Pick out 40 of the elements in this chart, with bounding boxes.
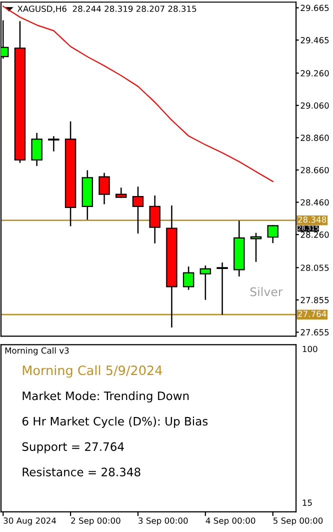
text: 15	[302, 500, 312, 506]
y-tick-label: 28.860	[300, 134, 329, 141]
text: 100	[302, 346, 318, 352]
y-tick-label: 29.465	[300, 37, 329, 44]
annotation: Silver	[250, 287, 283, 296]
candlestick	[250, 232, 262, 262]
y-tick-label: 29.665	[300, 4, 329, 12]
y-tick-label: 28.460	[300, 199, 329, 206]
text: 6 Hr Market Cycle (D%): Up Bias	[22, 416, 208, 428]
category-label: 3 Sep 00:00	[138, 517, 188, 526]
candlestick	[216, 262, 228, 316]
candlestick	[200, 264, 212, 301]
candlestick	[98, 172, 110, 205]
chart-title: XAGUSD,H6 28.244 28.319 28.207 28.315	[17, 6, 196, 13]
category-label: 5 Sep 00:00	[274, 517, 323, 526]
y-tick-label: 27.655	[300, 329, 329, 336]
category-label: 4 Sep 00:00	[206, 517, 256, 526]
candlestick	[48, 135, 60, 152]
y-tick-label: 28.260	[300, 232, 329, 238]
y-tick-label: 29.260	[300, 70, 329, 76]
text: Support = 27.764	[22, 442, 124, 454]
text: Morning Call v3	[5, 347, 69, 356]
candlestick	[31, 132, 42, 167]
y-tick-label: 29.060	[300, 102, 329, 109]
y-tick-label: 28.055	[300, 264, 329, 271]
text: Morning Call 5/9/2024	[22, 365, 162, 378]
y-tick-label: 27.855	[300, 296, 329, 304]
candlestick	[267, 224, 278, 244]
ref-line-label: 28.348	[298, 216, 326, 223]
candlestick	[182, 266, 194, 291]
candlestick	[149, 194, 160, 244]
line-series	[2, 6, 274, 182]
text: Resistance = 28.348	[22, 467, 140, 476]
ref-line-label: 27.764	[298, 310, 326, 318]
y-tick-label: 28.660	[300, 166, 329, 174]
candlestick	[116, 186, 127, 199]
category-label: 2 Sep 00:00	[71, 517, 120, 526]
text: Market Mode: Trending Down	[22, 391, 189, 402]
category-label: 30 Aug 2024	[4, 517, 56, 526]
candlestick	[132, 186, 144, 234]
